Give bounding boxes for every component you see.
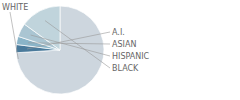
leader-line <box>45 21 110 68</box>
leader-line <box>28 43 110 44</box>
leader-line <box>10 12 18 59</box>
slice-label: HISPANIC <box>112 52 150 61</box>
slice-label: BLACK <box>112 64 139 73</box>
chart: WHITE A.I. ASIAN HISPANIC BLACK <box>0 0 240 100</box>
labels: WHITE A.I. ASIAN HISPANIC BLACK <box>2 3 150 73</box>
slice-label: A.I. <box>112 28 125 37</box>
slice-label: WHITE <box>2 3 28 12</box>
leader-line <box>31 35 110 56</box>
slice <box>16 6 104 94</box>
pie <box>16 6 104 94</box>
leader-line <box>27 32 110 49</box>
slice-label: ASIAN <box>112 40 136 49</box>
